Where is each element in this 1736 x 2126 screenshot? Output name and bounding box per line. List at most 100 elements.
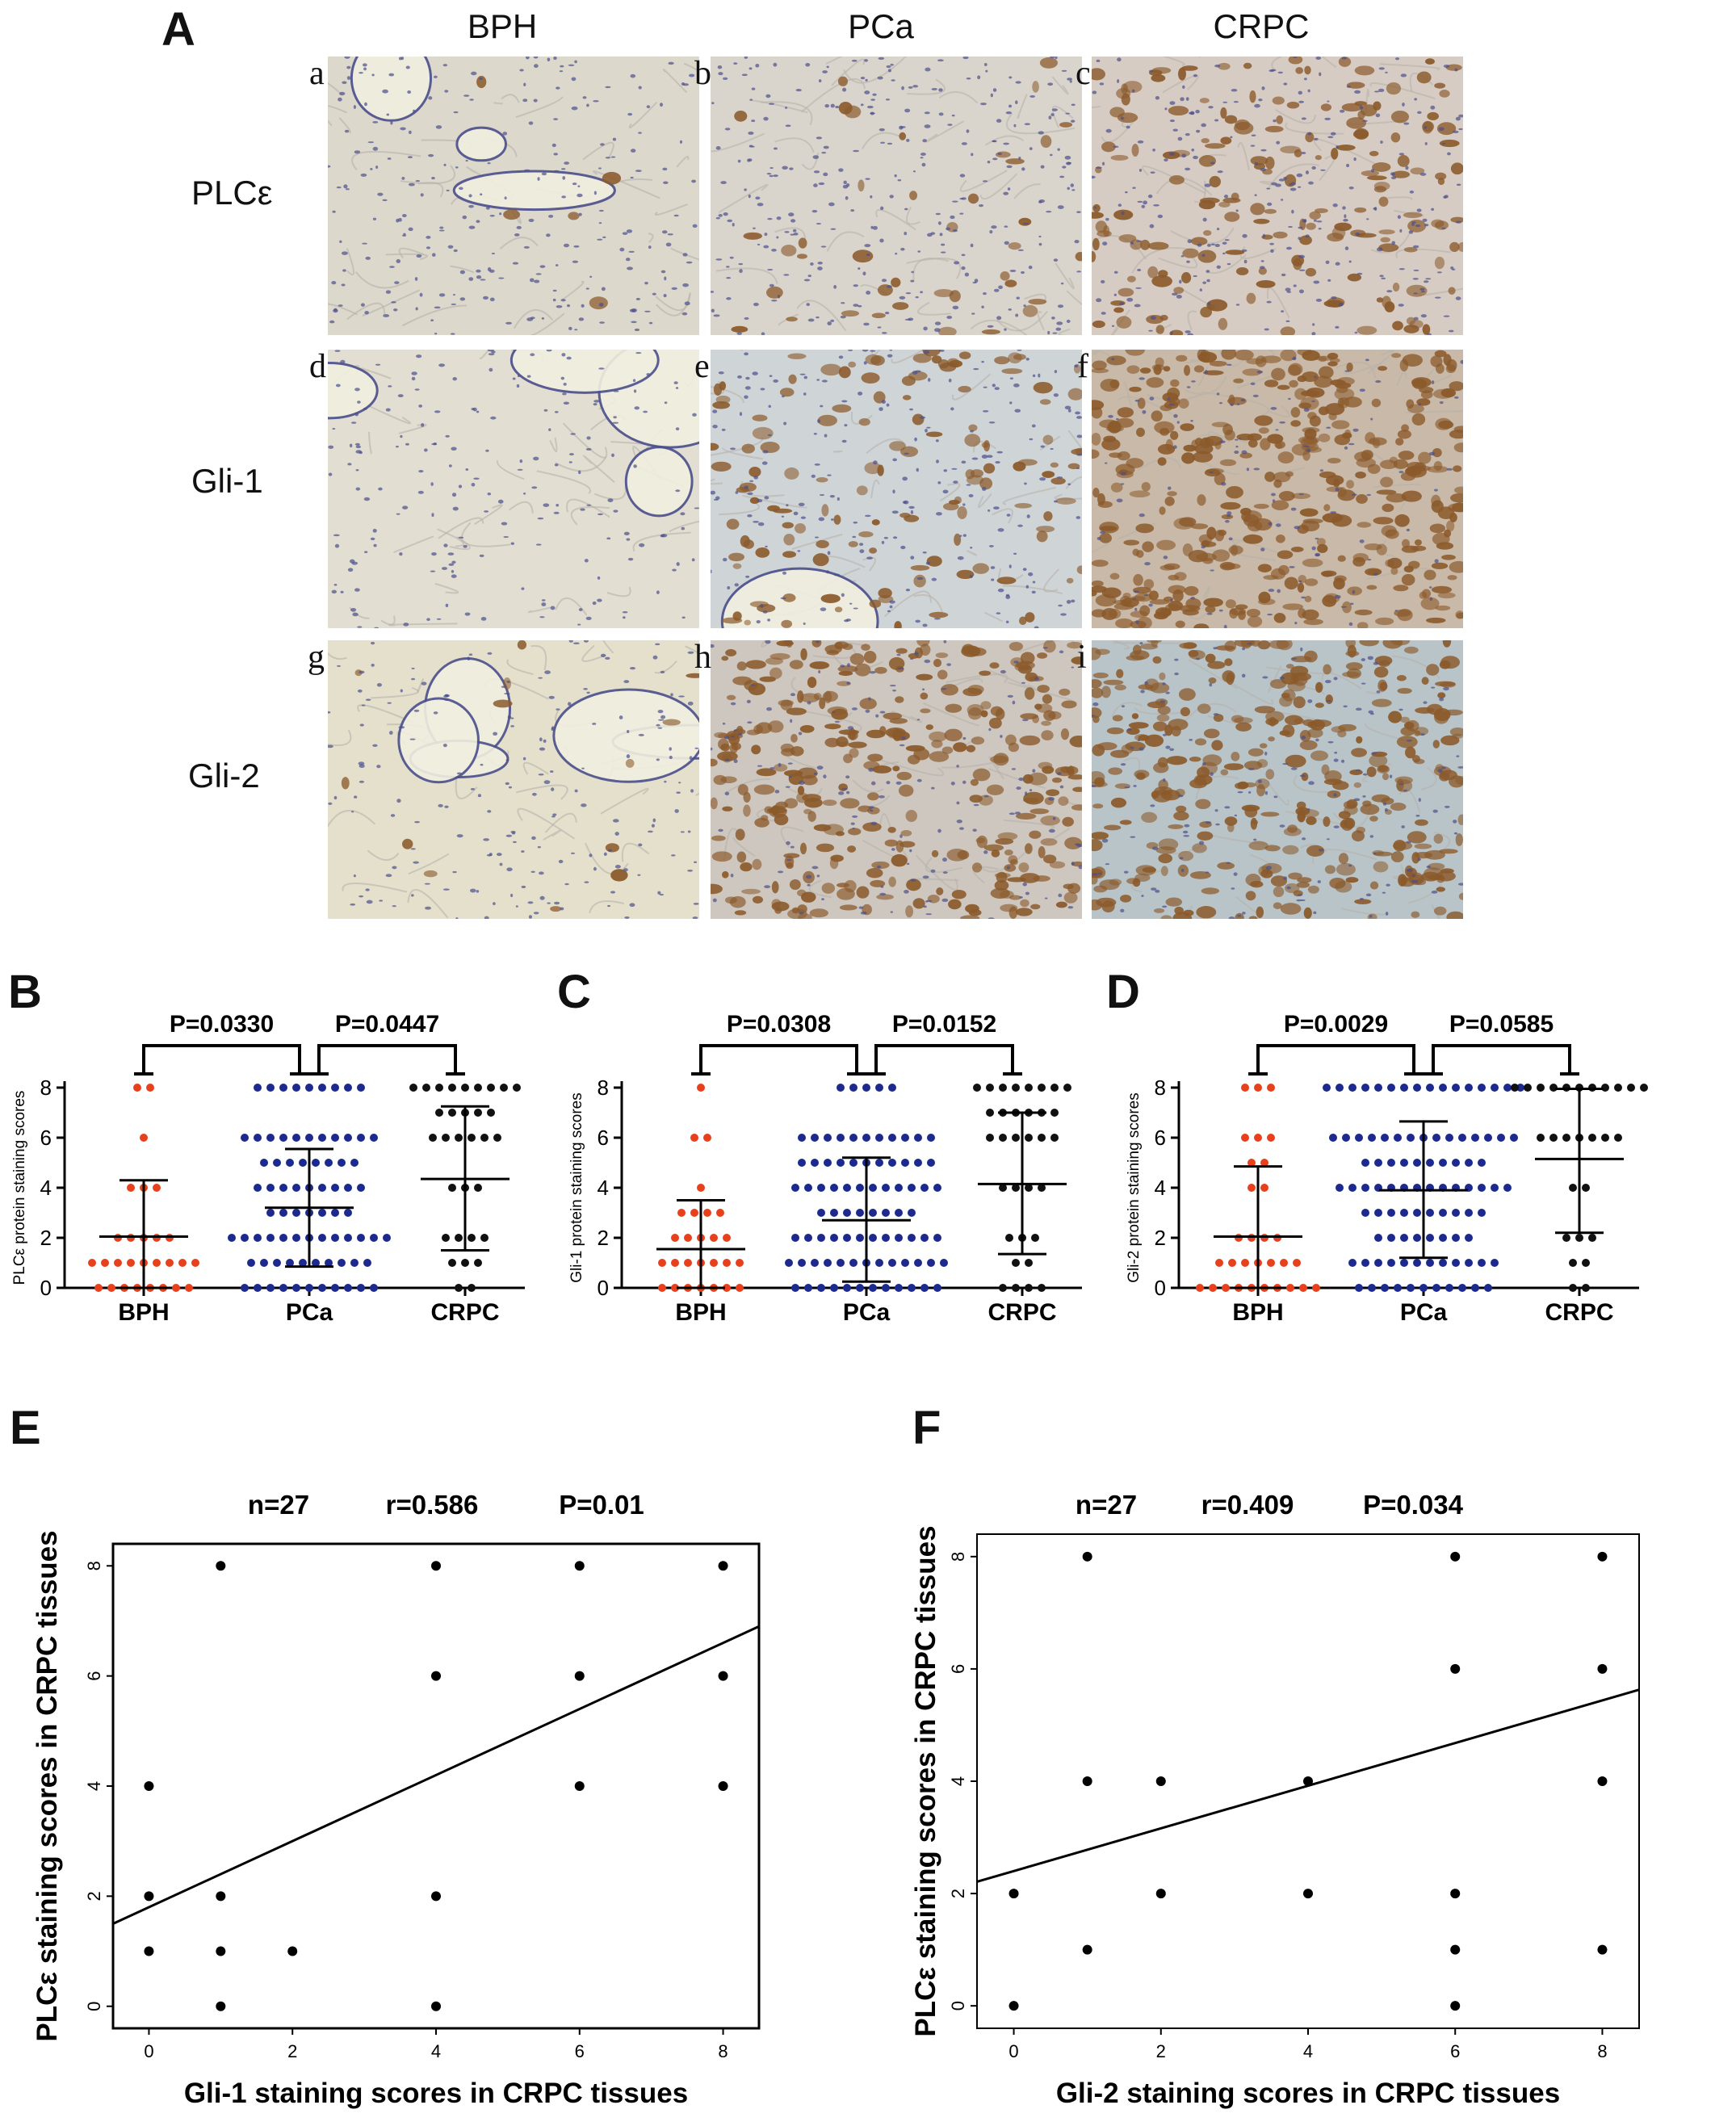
x-tick-label: 6	[575, 2041, 585, 2061]
data-point	[1286, 1284, 1294, 1292]
data-point	[127, 1234, 135, 1242]
data-point	[1497, 1134, 1505, 1142]
data-point	[1082, 1776, 1092, 1786]
data-point	[703, 1209, 711, 1217]
data-point	[1478, 1209, 1486, 1217]
y-axis-label: PLCε staining scores in CRPC tissues	[31, 1530, 63, 2041]
data-point	[279, 1184, 287, 1192]
data-point	[1329, 1134, 1337, 1142]
p-value-label: P=0.0029	[1284, 1011, 1388, 1038]
y-axis-label: Gli-1 protein staining scores	[568, 1092, 585, 1283]
data-point	[1374, 1259, 1382, 1267]
data-point	[350, 1159, 359, 1167]
data-point	[830, 1234, 838, 1242]
data-point	[1597, 1776, 1608, 1786]
y-tick-label: 2	[1155, 1226, 1166, 1250]
data-point	[254, 1134, 262, 1142]
data-point	[1419, 1284, 1428, 1292]
p-value-label: P=0.0447	[335, 1011, 439, 1038]
data-point	[287, 1946, 298, 1956]
data-point	[1299, 1284, 1307, 1292]
sub-letter-e: e	[694, 348, 710, 385]
data-point	[895, 1184, 903, 1192]
data-point	[254, 1284, 262, 1292]
data-point	[869, 1209, 877, 1217]
data-point	[279, 1084, 287, 1092]
data-point	[690, 1209, 698, 1217]
data-point	[468, 1234, 476, 1242]
column-label-bph: BPH	[467, 7, 538, 45]
category-label: BPH	[675, 1299, 726, 1326]
data-point	[455, 1234, 463, 1242]
data-point	[1336, 1184, 1344, 1192]
data-point	[1031, 1234, 1039, 1242]
data-point	[804, 1234, 812, 1242]
column-label-crpc: CRPC	[1213, 7, 1310, 45]
data-point	[144, 1891, 154, 1902]
row-label-gli1: Gli-1	[191, 462, 263, 500]
data-point	[927, 1134, 935, 1142]
significance-bracket	[1432, 1044, 1571, 1074]
data-point	[1549, 1084, 1558, 1092]
data-point	[1413, 1084, 1421, 1092]
data-point	[442, 1134, 450, 1142]
data-point	[1450, 1944, 1461, 1955]
data-point	[431, 1561, 441, 1571]
data-point	[338, 1159, 346, 1167]
data-point	[1588, 1234, 1596, 1242]
data-point	[331, 1184, 339, 1192]
data-point	[1267, 1084, 1275, 1092]
data-point	[1439, 1084, 1447, 1092]
data-point	[357, 1184, 365, 1192]
data-point	[1355, 1284, 1363, 1292]
data-point	[1426, 1234, 1434, 1242]
data-point	[260, 1259, 268, 1267]
data-point	[791, 1284, 799, 1292]
data-point	[228, 1234, 236, 1242]
data-point	[1439, 1159, 1447, 1167]
sub-letter-g: g	[308, 639, 325, 676]
data-point	[1260, 1159, 1268, 1167]
data-point	[133, 1084, 141, 1092]
data-point	[1465, 1084, 1473, 1092]
y-tick-label: 0	[1155, 1276, 1166, 1300]
sub-letter-i: i	[1077, 639, 1087, 676]
data-point	[817, 1184, 825, 1192]
data-point	[1537, 1134, 1545, 1142]
data-point	[431, 1671, 441, 1681]
y-tick-label: 4	[1155, 1176, 1166, 1200]
data-point	[1196, 1284, 1204, 1292]
data-point	[804, 1284, 812, 1292]
data-point	[849, 1159, 858, 1167]
data-point	[266, 1184, 275, 1192]
data-point	[882, 1184, 890, 1192]
data-point	[461, 1084, 469, 1092]
data-point	[908, 1284, 916, 1292]
y-tick-label: 2	[598, 1226, 609, 1250]
data-point	[718, 1781, 728, 1791]
data-point	[292, 1209, 300, 1217]
y-tick-label: 4	[598, 1176, 609, 1200]
data-point	[1038, 1184, 1046, 1192]
data-point	[312, 1259, 320, 1267]
data-point	[908, 1209, 916, 1217]
data-point	[1614, 1134, 1622, 1142]
data-point	[331, 1234, 339, 1242]
data-point	[1082, 1944, 1092, 1955]
data-point	[254, 1184, 262, 1192]
data-point	[1361, 1159, 1369, 1167]
data-point	[344, 1284, 352, 1292]
data-point	[574, 1561, 585, 1571]
data-point	[1260, 1234, 1268, 1242]
data-point	[1215, 1259, 1223, 1267]
data-point	[1640, 1084, 1648, 1092]
data-point	[1452, 1209, 1460, 1217]
data-point	[1008, 2001, 1019, 2011]
y-tick-label: 2	[40, 1226, 52, 1250]
regression-line	[112, 1625, 760, 1925]
data-point	[461, 1259, 469, 1267]
data-point	[422, 1084, 430, 1092]
data-point	[888, 1259, 896, 1267]
data-point	[241, 1134, 249, 1142]
data-point	[279, 1234, 287, 1242]
